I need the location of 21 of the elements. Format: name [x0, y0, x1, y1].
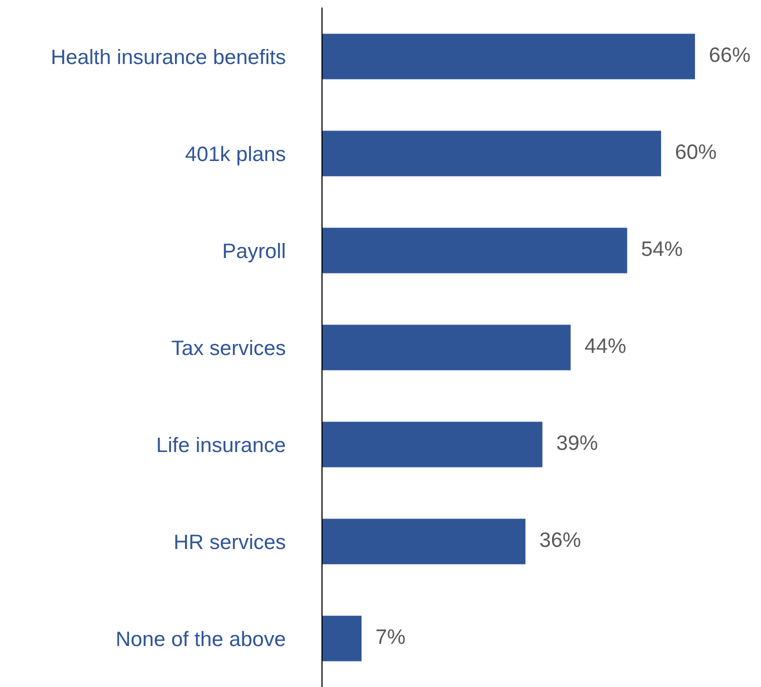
- data-label: 60%: [676, 144, 716, 160]
- bar: [322, 34, 695, 80]
- data-label: 66%: [710, 47, 750, 62]
- y-tick-label: Health insurance benefits: [52, 48, 286, 64]
- data-label: 36%: [540, 532, 580, 548]
- bar: [322, 228, 628, 274]
- bar: [322, 422, 542, 468]
- bar: [322, 518, 526, 564]
- y-tick-label: Payroll: [224, 242, 284, 262]
- bar: [322, 616, 362, 662]
- y-tick-label: 401k plans: [186, 146, 286, 166]
- bar: [322, 130, 662, 176]
- y-tick-label: HR services: [175, 534, 286, 550]
- data-label: 44%: [585, 338, 626, 354]
- data-label: 54%: [642, 241, 682, 256]
- bar: [322, 324, 571, 370]
- y-tick-label: Life insurance: [158, 436, 285, 452]
- data-label: 7%: [376, 629, 405, 644]
- y-tick-label: None of the above: [117, 630, 285, 646]
- data-label: 39%: [557, 435, 598, 450]
- y-tick-label: Tax services: [172, 340, 286, 356]
